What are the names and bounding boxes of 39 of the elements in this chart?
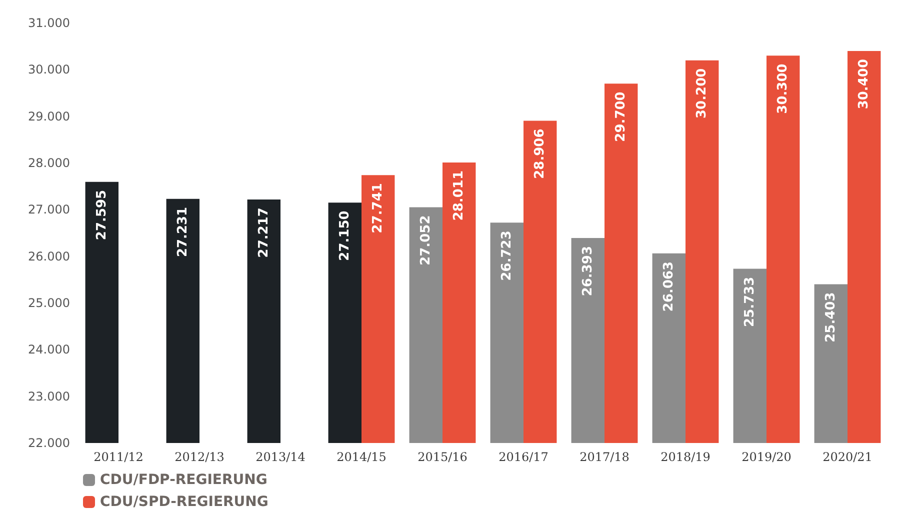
- x-tick-label: 2015/16: [418, 450, 468, 464]
- x-tick-label: 2017/18: [580, 450, 630, 464]
- data-label: 30.400: [856, 59, 872, 110]
- data-label: 28.906: [532, 128, 548, 179]
- x-tick-label: 2019/20: [742, 450, 792, 464]
- y-tick-label: 24.000: [28, 342, 70, 357]
- data-label: 27.595: [94, 190, 110, 240]
- legend-label: CDU/FDP-REGIERUNG: [100, 472, 268, 488]
- data-label: 26.723: [499, 230, 514, 281]
- y-tick-label: 27.000: [28, 202, 70, 217]
- x-tick-label: 2011/12: [94, 450, 144, 464]
- y-tick-label: 30.000: [28, 62, 70, 77]
- x-tick-label: 2018/19: [660, 450, 710, 464]
- data-label: 27.741: [370, 183, 386, 234]
- data-label: 27.231: [175, 206, 190, 258]
- y-tick-label: 26.000: [28, 249, 70, 264]
- x-tick-label: 2012/13: [174, 450, 224, 464]
- x-tick-label: 2013/14: [256, 450, 306, 464]
- data-label: 27.052: [418, 215, 434, 266]
- data-label: 25.733: [742, 276, 758, 327]
- y-tick-label: 22.000: [28, 436, 70, 450]
- data-label: 25.403: [823, 292, 838, 342]
- y-tick-label: 28.000: [28, 156, 70, 170]
- y-tick-label: 29.000: [28, 109, 70, 124]
- data-label: 27.217: [256, 208, 272, 258]
- data-label: 27.150: [337, 210, 352, 261]
- data-label: 30.200: [694, 68, 710, 119]
- y-tick-label: 31.000: [28, 16, 70, 30]
- legend-label: CDU/SPD-REGIERUNG: [100, 494, 268, 510]
- data-label: 26.063: [661, 261, 676, 312]
- data-label: 29.700: [614, 92, 629, 142]
- x-tick-label: 2016/17: [498, 450, 548, 464]
- data-label: 28.011: [452, 170, 467, 221]
- y-tick-label: 25.000: [28, 296, 70, 310]
- data-label: 30.300: [776, 64, 791, 114]
- x-tick-label: 2020/21: [822, 450, 872, 464]
- y-tick-label: 23.000: [28, 389, 70, 404]
- data-label: 26.393: [580, 246, 596, 296]
- x-tick-label: 2014/15: [336, 450, 386, 464]
